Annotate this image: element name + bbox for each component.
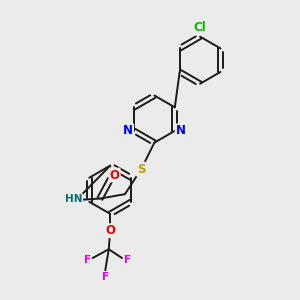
Text: O: O <box>106 224 116 237</box>
Text: N: N <box>176 124 186 137</box>
Text: S: S <box>137 163 146 176</box>
Text: N: N <box>123 124 133 137</box>
Text: F: F <box>84 254 91 265</box>
Text: F: F <box>102 272 109 282</box>
Text: HN: HN <box>65 194 82 204</box>
Text: Cl: Cl <box>194 21 206 34</box>
Text: O: O <box>110 169 120 182</box>
Text: F: F <box>124 254 131 265</box>
